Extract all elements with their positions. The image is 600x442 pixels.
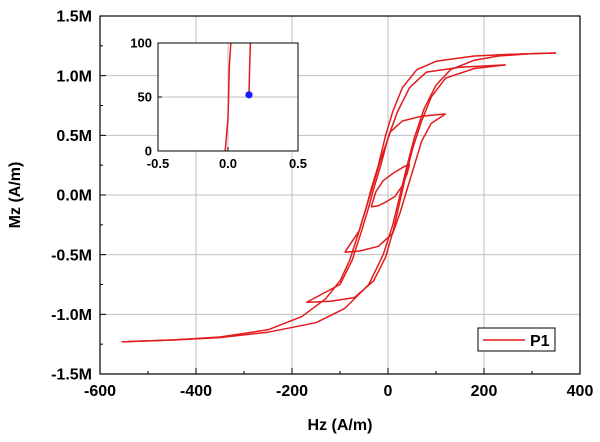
inset-x-tick-label: 0.5 [289, 156, 307, 171]
p1-loop-branch-down [121, 52, 557, 343]
main-x-tick-label: 400 [567, 383, 594, 400]
inset-x-tick-label: 0.0 [219, 156, 237, 171]
inset-p1-line [248, 42, 252, 95]
p1-loop-branch-up [344, 113, 446, 253]
inset-y-tick-label: 0 [145, 144, 152, 159]
main-x-tick-label: 200 [471, 383, 498, 400]
inset-x-tick-label: -0.5 [147, 156, 169, 171]
main-series [121, 52, 557, 343]
p1-loop-branch-down [306, 64, 506, 304]
inset-ticks: -0.5 0.0 0.5 0 50 100 [130, 36, 307, 171]
main-x-tick-label: 0 [384, 383, 393, 400]
x-axis-label: Hz (A/m) [308, 417, 373, 434]
y-axis-label: Mz (A/m) [7, 162, 24, 229]
inset-p1-line [224, 42, 232, 152]
main-x-tick-label: -200 [276, 383, 308, 400]
legend-label: P1 [530, 333, 550, 350]
inset-series [224, 42, 252, 152]
p1-loop-branch-up [306, 64, 506, 304]
inset-y-tick-label: 100 [130, 36, 152, 51]
p1-loop-branch-up [370, 163, 410, 208]
main-y-tick-label: 1.5M [56, 9, 92, 26]
main-y-tick-label: 0.0M [56, 188, 92, 205]
main-x-tick-label: -600 [84, 383, 116, 400]
main-plot: -600 -400 -200 0 200 400 -1.5M -1.0M -0.5M 0.0M 0.… [7, 9, 593, 434]
main-ticks: -600 -400 -200 0 200 400 -1.5M -1.0M -0.5M 0.0M 0.… [51, 9, 593, 400]
main-y-tick-label: -1.5M [51, 367, 92, 384]
inset-plot: -0.5 0.0 0.5 0 50 100 [130, 36, 307, 171]
inset-marker-point [245, 91, 253, 99]
p1-loop-branch-down [344, 113, 447, 254]
legend: P1 [477, 327, 556, 352]
p1-loop-branch-down [371, 163, 411, 208]
main-y-tick-label: 0.5M [56, 128, 92, 145]
main-y-tick-label: -1.0M [51, 307, 92, 324]
main-y-tick-label: 1.0M [56, 68, 92, 85]
main-y-tick-label: -0.5M [51, 247, 92, 264]
main-x-tick-label: -400 [180, 383, 212, 400]
inset-y-tick-label: 50 [138, 90, 152, 105]
